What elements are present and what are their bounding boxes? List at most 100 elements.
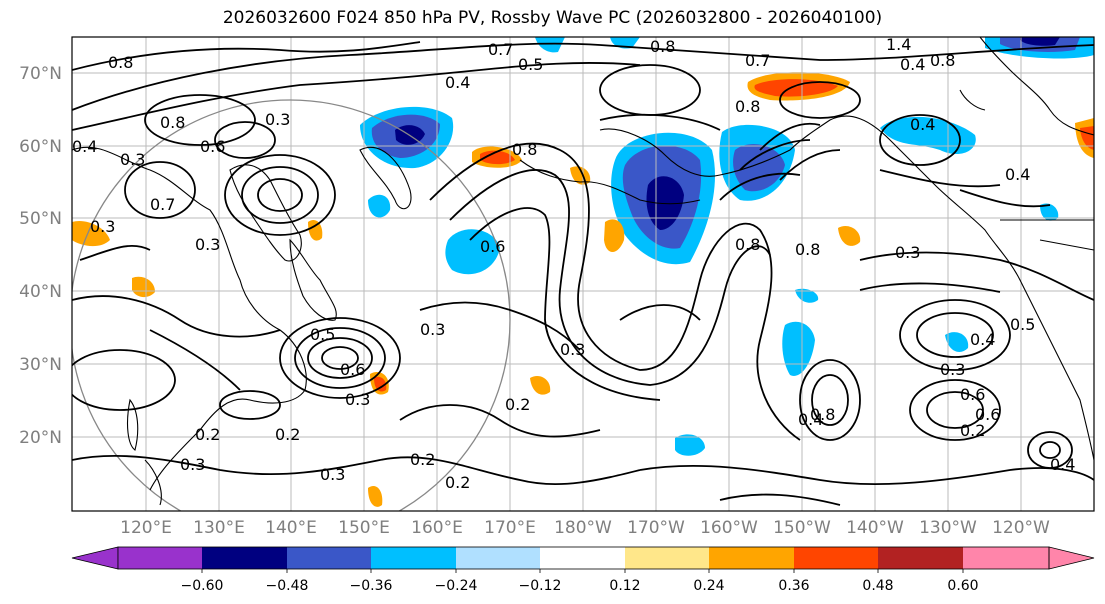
colorbar-swatch bbox=[878, 547, 963, 569]
reference-circle bbox=[72, 99, 511, 511]
lon-label: 120°E bbox=[120, 518, 172, 538]
contour-label: 0.3 bbox=[560, 340, 585, 359]
contour-label: 0.7 bbox=[150, 195, 175, 214]
contour-label: 0.8 bbox=[810, 405, 835, 424]
contour-label: 1.4 bbox=[886, 35, 911, 54]
contour-label: 0.3 bbox=[420, 320, 445, 339]
contour-label: 0.6 bbox=[975, 405, 1000, 424]
shade-negative bbox=[445, 229, 500, 275]
colorbar-tick-label: −0.48 bbox=[266, 578, 309, 594]
lon-label: 170°E bbox=[484, 518, 536, 538]
colorbar-min-extend bbox=[71, 546, 119, 570]
lat-axis: 70°N 60°N 50°N 40°N 30°N 20°N bbox=[19, 64, 62, 448]
shade-positive bbox=[480, 150, 515, 165]
colorbar-tick-label: −0.60 bbox=[181, 578, 224, 594]
shade-positive bbox=[132, 276, 155, 298]
colorbar-swatch bbox=[371, 547, 456, 569]
shade-negative bbox=[880, 116, 976, 155]
contour-label: 0.2 bbox=[410, 450, 435, 469]
lon-label: 140°E bbox=[265, 518, 317, 538]
contour-label: 0.8 bbox=[930, 51, 955, 70]
shade-positive bbox=[530, 375, 551, 395]
contour-label: 0.3 bbox=[90, 217, 115, 236]
contour-label: 0.8 bbox=[108, 53, 133, 72]
shade-negative bbox=[1040, 203, 1059, 221]
contour-label: 0.8 bbox=[512, 140, 537, 159]
contour-label: 0.5 bbox=[310, 325, 335, 344]
colorbar-frame bbox=[117, 546, 1050, 570]
contour-label: 0.8 bbox=[735, 235, 760, 254]
lon-axis: 120°E 130°E 140°E 150°E 160°E 170°E 180°… bbox=[120, 518, 1050, 538]
colorbar-tick-label: 0.60 bbox=[947, 578, 978, 594]
contour-label: 0.8 bbox=[160, 113, 185, 132]
contour-label: 0.4 bbox=[72, 137, 97, 156]
lon-label: 130°E bbox=[193, 518, 245, 538]
contour-label: 0.3 bbox=[320, 465, 345, 484]
contour-label: 0.3 bbox=[120, 150, 145, 169]
shade-positive bbox=[838, 225, 861, 246]
contour-label: 0.3 bbox=[265, 110, 290, 129]
lon-label: 130°W bbox=[919, 518, 977, 538]
pv-contours bbox=[72, 41, 1094, 506]
lat-label: 30°N bbox=[19, 355, 62, 375]
colorbar-swatch bbox=[202, 547, 287, 569]
shade-positive bbox=[368, 485, 383, 507]
lat-label: 50°N bbox=[19, 209, 62, 229]
colorbar-swatch bbox=[625, 547, 709, 569]
contour-label: 0.4 bbox=[445, 73, 470, 92]
contour-label: 0.4 bbox=[970, 330, 995, 349]
colorbar-tick-label: 0.12 bbox=[609, 578, 640, 594]
colorbar: −0.60 −0.48 −0.36 −0.24 −0.12 0.12 0.24 … bbox=[71, 546, 1095, 594]
shade-negative bbox=[535, 37, 565, 53]
contour-label: 0.3 bbox=[345, 390, 370, 409]
contour-label: 0.4 bbox=[1005, 165, 1030, 184]
contour-label: 0.8 bbox=[650, 37, 675, 56]
colorbar-swatch bbox=[709, 547, 794, 569]
contour-labels: 0.8 0.7 0.5 0.4 0.8 0.7 1.4 0.8 0.4 0.8 … bbox=[72, 35, 1075, 492]
colorbar-max-extend bbox=[1048, 546, 1095, 570]
colorbar-swatch bbox=[794, 547, 878, 569]
colorbar-tick-label: −0.24 bbox=[435, 578, 478, 594]
shade-positive bbox=[72, 220, 110, 247]
contour-label: 0.7 bbox=[745, 51, 770, 70]
colorbar-tick-label: 0.24 bbox=[693, 578, 724, 594]
shade-negative bbox=[368, 194, 391, 218]
contour-label: 0.4 bbox=[910, 115, 935, 134]
shade-negative bbox=[675, 434, 705, 456]
colorbar-swatch bbox=[456, 547, 540, 569]
contour-label: 0.6 bbox=[340, 360, 365, 379]
lat-label: 40°N bbox=[19, 282, 62, 302]
shade-positive bbox=[308, 219, 323, 241]
map-title: 2026032600 F024 850 hPa PV, Rossby Wave … bbox=[222, 8, 883, 28]
contour-label: 0.6 bbox=[480, 237, 505, 256]
shade-negative bbox=[1020, 37, 1060, 46]
contour-label: 0.6 bbox=[200, 137, 225, 156]
contour-label: 0.3 bbox=[195, 235, 220, 254]
colorbar-tick-label: 0.36 bbox=[778, 578, 809, 594]
colorbar-swatch bbox=[963, 547, 1049, 569]
lon-label: 120°W bbox=[992, 518, 1050, 538]
contour-label: 0.5 bbox=[1010, 315, 1035, 334]
colorbar-swatch bbox=[118, 547, 202, 569]
lat-label: 60°N bbox=[19, 137, 62, 157]
contour-label: 0.8 bbox=[795, 240, 820, 259]
lon-label: 150°E bbox=[338, 518, 390, 538]
contour-label: 0.7 bbox=[488, 40, 513, 59]
shade-positive bbox=[374, 376, 387, 392]
colorbar-tick-label: −0.12 bbox=[519, 578, 562, 594]
lon-label: 170°W bbox=[627, 518, 685, 538]
contour-label: 0.6 bbox=[960, 385, 985, 404]
lon-label: 140°W bbox=[846, 518, 904, 538]
lon-label: 180°W bbox=[554, 518, 612, 538]
colorbar-tick-label: 0.48 bbox=[862, 578, 893, 594]
lon-label: 160°E bbox=[411, 518, 463, 538]
lat-label: 20°N bbox=[19, 428, 62, 448]
contour-label: 0.2 bbox=[195, 425, 220, 444]
plot-frame bbox=[71, 36, 1095, 512]
contour-label: 0.2 bbox=[960, 421, 985, 440]
contour-label: 0.2 bbox=[445, 473, 470, 492]
lon-label: 160°W bbox=[700, 518, 758, 538]
gridlines bbox=[72, 37, 1094, 511]
contour-label: 0.3 bbox=[940, 360, 965, 379]
